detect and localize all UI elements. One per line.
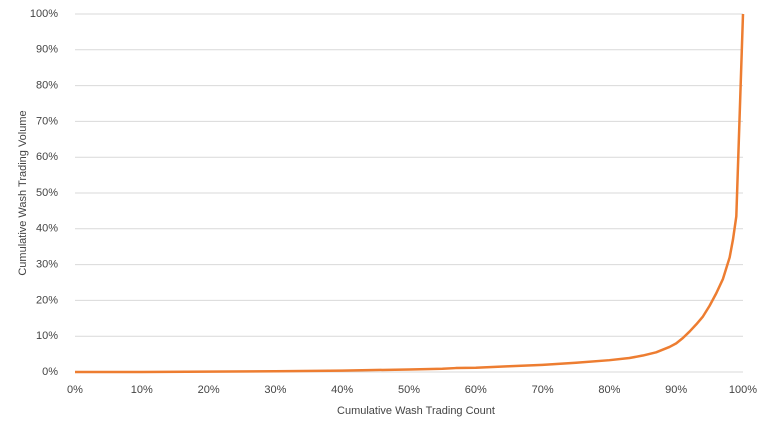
y-tick-label: 0% (42, 366, 58, 378)
x-tick-label: 60% (465, 384, 487, 396)
line (75, 13, 745, 374)
y-tick-label: 70% (36, 115, 58, 127)
y-tick-label: 30% (36, 259, 58, 271)
y-tick-label: 100% (30, 8, 58, 20)
x-tick-label: 30% (264, 384, 286, 396)
x-tick-label: 90% (665, 384, 687, 396)
y-tick-label: 10% (36, 330, 58, 342)
y-tick-label: 90% (36, 44, 58, 56)
y-tick-label: 60% (36, 151, 58, 163)
y-tick-label: 20% (36, 294, 58, 306)
x-tick-label: 50% (398, 384, 420, 396)
x-tick-label: 10% (131, 384, 153, 396)
x-tick-label: 80% (598, 384, 620, 396)
y-axis-label: Cumulative Wash Trading Volume (17, 110, 29, 275)
x-tick-label: 40% (331, 384, 353, 396)
y-tick-label: 50% (36, 187, 58, 199)
x-tick-label: 20% (198, 384, 220, 396)
y-tick-label: 40% (36, 223, 58, 235)
x-axis-label: Cumulative Wash Trading Count (337, 405, 495, 417)
x-tick-label: 100% (729, 384, 757, 396)
y-tick-label: 80% (36, 80, 58, 92)
x-tick-label: 0% (67, 384, 83, 396)
x-tick-label: 70% (532, 384, 554, 396)
